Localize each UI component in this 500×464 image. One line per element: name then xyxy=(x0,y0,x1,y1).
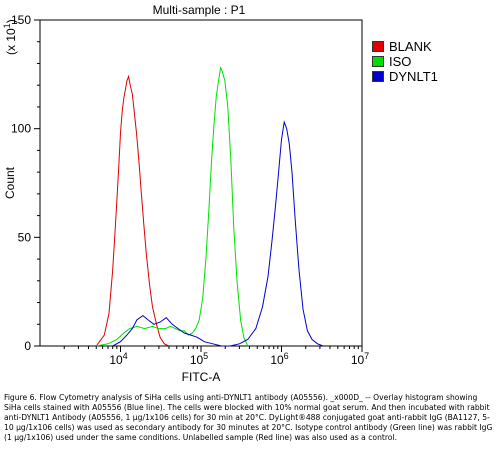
x-tick-label: 106 xyxy=(270,351,288,367)
series-line-iso xyxy=(96,66,249,347)
y-tick-label: 100 xyxy=(11,122,31,136)
x-tick-base: 10 xyxy=(109,353,123,367)
flow-cytometry-chart: Multi-sample : P1 104 105 106 107 050100150… xyxy=(2,3,369,384)
legend-item-dynlt1: DYNLT1 xyxy=(372,69,438,84)
legend-label: DYNLT1 xyxy=(389,69,438,84)
x-axis: 104 105 106 107 xyxy=(63,346,369,367)
x-tick-base: 10 xyxy=(270,353,284,367)
y-tick-label: 150 xyxy=(11,13,31,27)
x-tick-label: 104 xyxy=(109,351,127,367)
legend: BLANK ISO DYNLT1 xyxy=(372,39,438,84)
legend-label: BLANK xyxy=(389,39,432,54)
x-tick-exponent: 6 xyxy=(284,351,289,361)
y-multiplier: (x 101) xyxy=(2,19,18,55)
svg-text:(x 101): (x 101) xyxy=(2,19,18,55)
series-layer xyxy=(95,66,324,347)
x-tick-exponent: 4 xyxy=(123,351,128,361)
series-line-dynlt1 xyxy=(112,120,324,347)
x-tick-label: 105 xyxy=(190,351,208,367)
x-axis-label: FITC-A xyxy=(182,370,221,384)
legend-item-blank: BLANK xyxy=(372,39,438,54)
y-axis-label: Count xyxy=(3,166,17,199)
series-line-blank xyxy=(95,74,170,347)
x-tick-base: 10 xyxy=(190,353,204,367)
chart-title: Multi-sample : P1 xyxy=(153,3,246,17)
legend-swatch xyxy=(372,71,384,82)
x-tick-exponent: 5 xyxy=(203,351,208,361)
legend-swatch xyxy=(372,41,384,52)
y-tick-label: 50 xyxy=(18,230,32,244)
x-tick-label: 107 xyxy=(351,351,369,367)
y-multiplier-exponent: 1 xyxy=(2,23,12,28)
x-tick-base: 10 xyxy=(351,353,365,367)
y-multiplier-base: (x 10 xyxy=(4,28,18,55)
figure-caption: Figure 6. Flow Cytometry analysis of SiH… xyxy=(4,393,493,442)
legend-label: ISO xyxy=(389,54,412,69)
y-axis: 0 50 100 150 xyxy=(11,13,40,353)
y-tick-label: 0 xyxy=(24,339,31,353)
legend-swatch xyxy=(372,56,384,67)
legend-item-iso: ISO xyxy=(372,54,438,69)
plot-frame xyxy=(39,19,363,347)
x-tick-exponent: 7 xyxy=(364,351,369,361)
